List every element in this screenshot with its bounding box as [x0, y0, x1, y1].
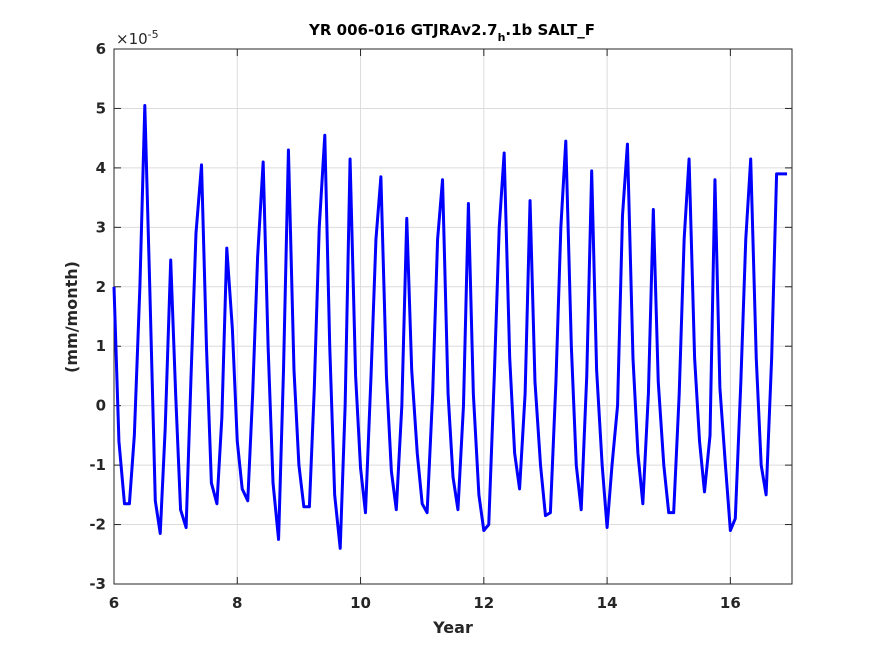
x-tick-label: 12: [473, 594, 494, 612]
y-axis-title: (mm/month): [62, 261, 81, 373]
y-tick-label: 4: [96, 159, 106, 177]
y-tick-labels: -3 -2 -1 0 1 2 3 4 5 6: [89, 40, 106, 593]
series-line-0: [112, 103, 788, 550]
series-layer: [112, 103, 788, 550]
y-tick-label: -3: [89, 575, 106, 593]
x-tick-label: 16: [720, 594, 741, 612]
y-tick-label: 2: [96, 278, 106, 296]
chart-title: YR 006-016 GTJRAv2.7h.1b SALT_F: [308, 21, 595, 44]
y-axis-exponent: ×10-5: [116, 28, 159, 48]
y-tick-label: 0: [96, 397, 106, 415]
y-tick-label: 5: [96, 99, 106, 117]
y-tick-label: 1: [96, 337, 106, 355]
y-tick-label: -1: [89, 456, 106, 474]
y-tick-label: -2: [89, 516, 106, 534]
x-tick-labels: 6 8 10 12 14 16: [109, 594, 741, 612]
y-tick-label: 6: [96, 40, 106, 58]
x-tick-label: 8: [232, 594, 242, 612]
x-tick-label: 6: [109, 594, 119, 612]
x-tick-label: 14: [597, 594, 618, 612]
x-axis-title: Year: [432, 618, 473, 637]
y-tick-label: 3: [96, 218, 106, 236]
x-tick-label: 10: [350, 594, 371, 612]
